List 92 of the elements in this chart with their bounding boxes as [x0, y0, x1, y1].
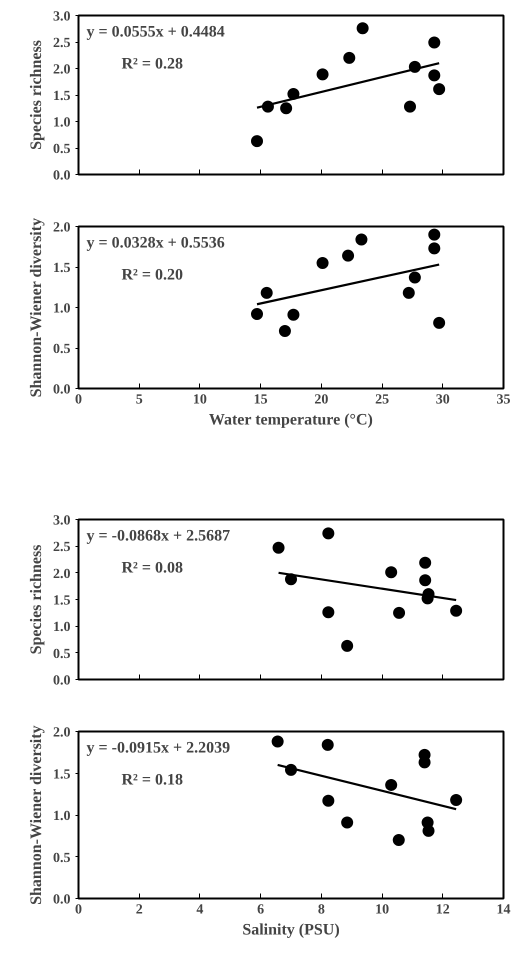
x-tick-label: 20 — [314, 392, 328, 408]
x-tick-label: 25 — [375, 392, 390, 408]
y-axis-title: Species richness — [28, 544, 45, 654]
point — [356, 22, 369, 34]
y-tick-label: 2.0 — [53, 220, 70, 236]
y-tick-label: 0.5 — [53, 850, 70, 866]
annotation: R² = 0.20 — [122, 266, 183, 284]
y-tick-label: 2.5 — [53, 36, 70, 51]
point — [433, 83, 446, 96]
y-tick-label: 2.0 — [53, 566, 70, 582]
x-tick-label: 12 — [436, 902, 450, 918]
point — [355, 233, 368, 246]
y-tick-label: 2.0 — [53, 62, 70, 78]
y-tick-label: 0.0 — [53, 674, 70, 688]
x-tick-label: 0 — [75, 392, 82, 408]
point — [316, 256, 329, 269]
y-tick-label: 1.0 — [53, 809, 70, 824]
point — [428, 69, 440, 82]
point — [408, 272, 421, 284]
y-tick-label: 1.0 — [53, 116, 70, 130]
y-tick-label: 0.0 — [53, 168, 70, 184]
y-tick-label: 2.5 — [53, 540, 70, 556]
annotation: y = 0.0328x + 0.5536 — [86, 234, 225, 252]
point — [251, 135, 263, 148]
annotation: y = -0.0868x + 2.5687 — [86, 528, 230, 544]
point — [450, 794, 462, 806]
x-tick-label: 10 — [192, 392, 207, 408]
x-tick-label: 14 — [496, 902, 510, 918]
y-tick-label: 3.0 — [53, 514, 70, 528]
point — [322, 794, 334, 807]
annotation: R² = 0.18 — [122, 772, 183, 788]
point — [260, 286, 273, 299]
point — [419, 556, 432, 569]
point — [280, 102, 292, 114]
point — [428, 228, 440, 241]
point — [322, 738, 334, 751]
x-axis-title: Water temperature (°C) — [208, 412, 373, 428]
y-tick-label: 1.0 — [53, 620, 70, 636]
y-tick-label: 2.0 — [53, 726, 70, 740]
annotation: R² = 0.08 — [122, 560, 183, 576]
y-tick-label: 0.5 — [53, 342, 70, 357]
x-tick-label: 35 — [496, 392, 510, 408]
point — [343, 52, 356, 64]
y-tick-label: 0.0 — [53, 382, 70, 398]
point — [341, 816, 354, 829]
point — [433, 316, 446, 329]
point — [341, 640, 354, 652]
y-tick-label: 1.0 — [53, 302, 70, 316]
x-tick-label: 2 — [136, 902, 143, 918]
annotation: y = 0.0555x + 0.4484 — [86, 24, 225, 40]
x-tick-label: 6 — [257, 902, 264, 918]
point — [322, 606, 334, 618]
x-tick-label: 30 — [436, 392, 450, 408]
y-tick-label: 3.0 — [53, 10, 70, 24]
point — [322, 527, 334, 540]
y-tick-label: 0.5 — [53, 646, 70, 662]
point — [251, 308, 263, 320]
y-axis-title: Shannon-Wiener diversity — [28, 218, 45, 398]
point — [316, 68, 329, 80]
point — [422, 824, 435, 837]
x-tick-label: 4 — [196, 902, 204, 918]
point — [404, 100, 416, 113]
point — [272, 736, 284, 748]
y-tick-label: 1.5 — [53, 594, 70, 608]
x-tick-label: 8 — [318, 902, 325, 918]
x-tick-label: 5 — [136, 392, 143, 408]
point — [419, 574, 432, 586]
point — [385, 778, 398, 791]
y-tick-label: 0.0 — [53, 892, 70, 908]
point — [428, 36, 440, 49]
annotation: y = -0.0915x + 2.2039 — [86, 740, 230, 756]
point — [402, 286, 415, 299]
point — [272, 542, 285, 554]
y-tick-label: 1.5 — [53, 89, 70, 104]
point — [393, 606, 406, 619]
point — [342, 250, 354, 262]
point — [392, 834, 405, 846]
x-axis-title: Salinity (PSU) — [242, 922, 340, 938]
annotation: R² = 0.28 — [122, 56, 183, 72]
x-tick-label: 15 — [254, 392, 268, 408]
y-tick-label: 0.5 — [53, 142, 70, 157]
y-axis-title: Species richness — [28, 40, 45, 150]
x-tick-label: 10 — [375, 902, 390, 918]
point — [287, 308, 300, 321]
point — [450, 604, 462, 617]
y-axis-title: Shannon-Wiener diversity — [28, 725, 45, 905]
y-tick-label: 1.5 — [53, 261, 70, 276]
x-tick-label: 0 — [75, 902, 82, 918]
point — [385, 566, 398, 578]
y-tick-label: 1.5 — [53, 767, 70, 782]
point — [428, 242, 440, 254]
point — [278, 325, 291, 337]
